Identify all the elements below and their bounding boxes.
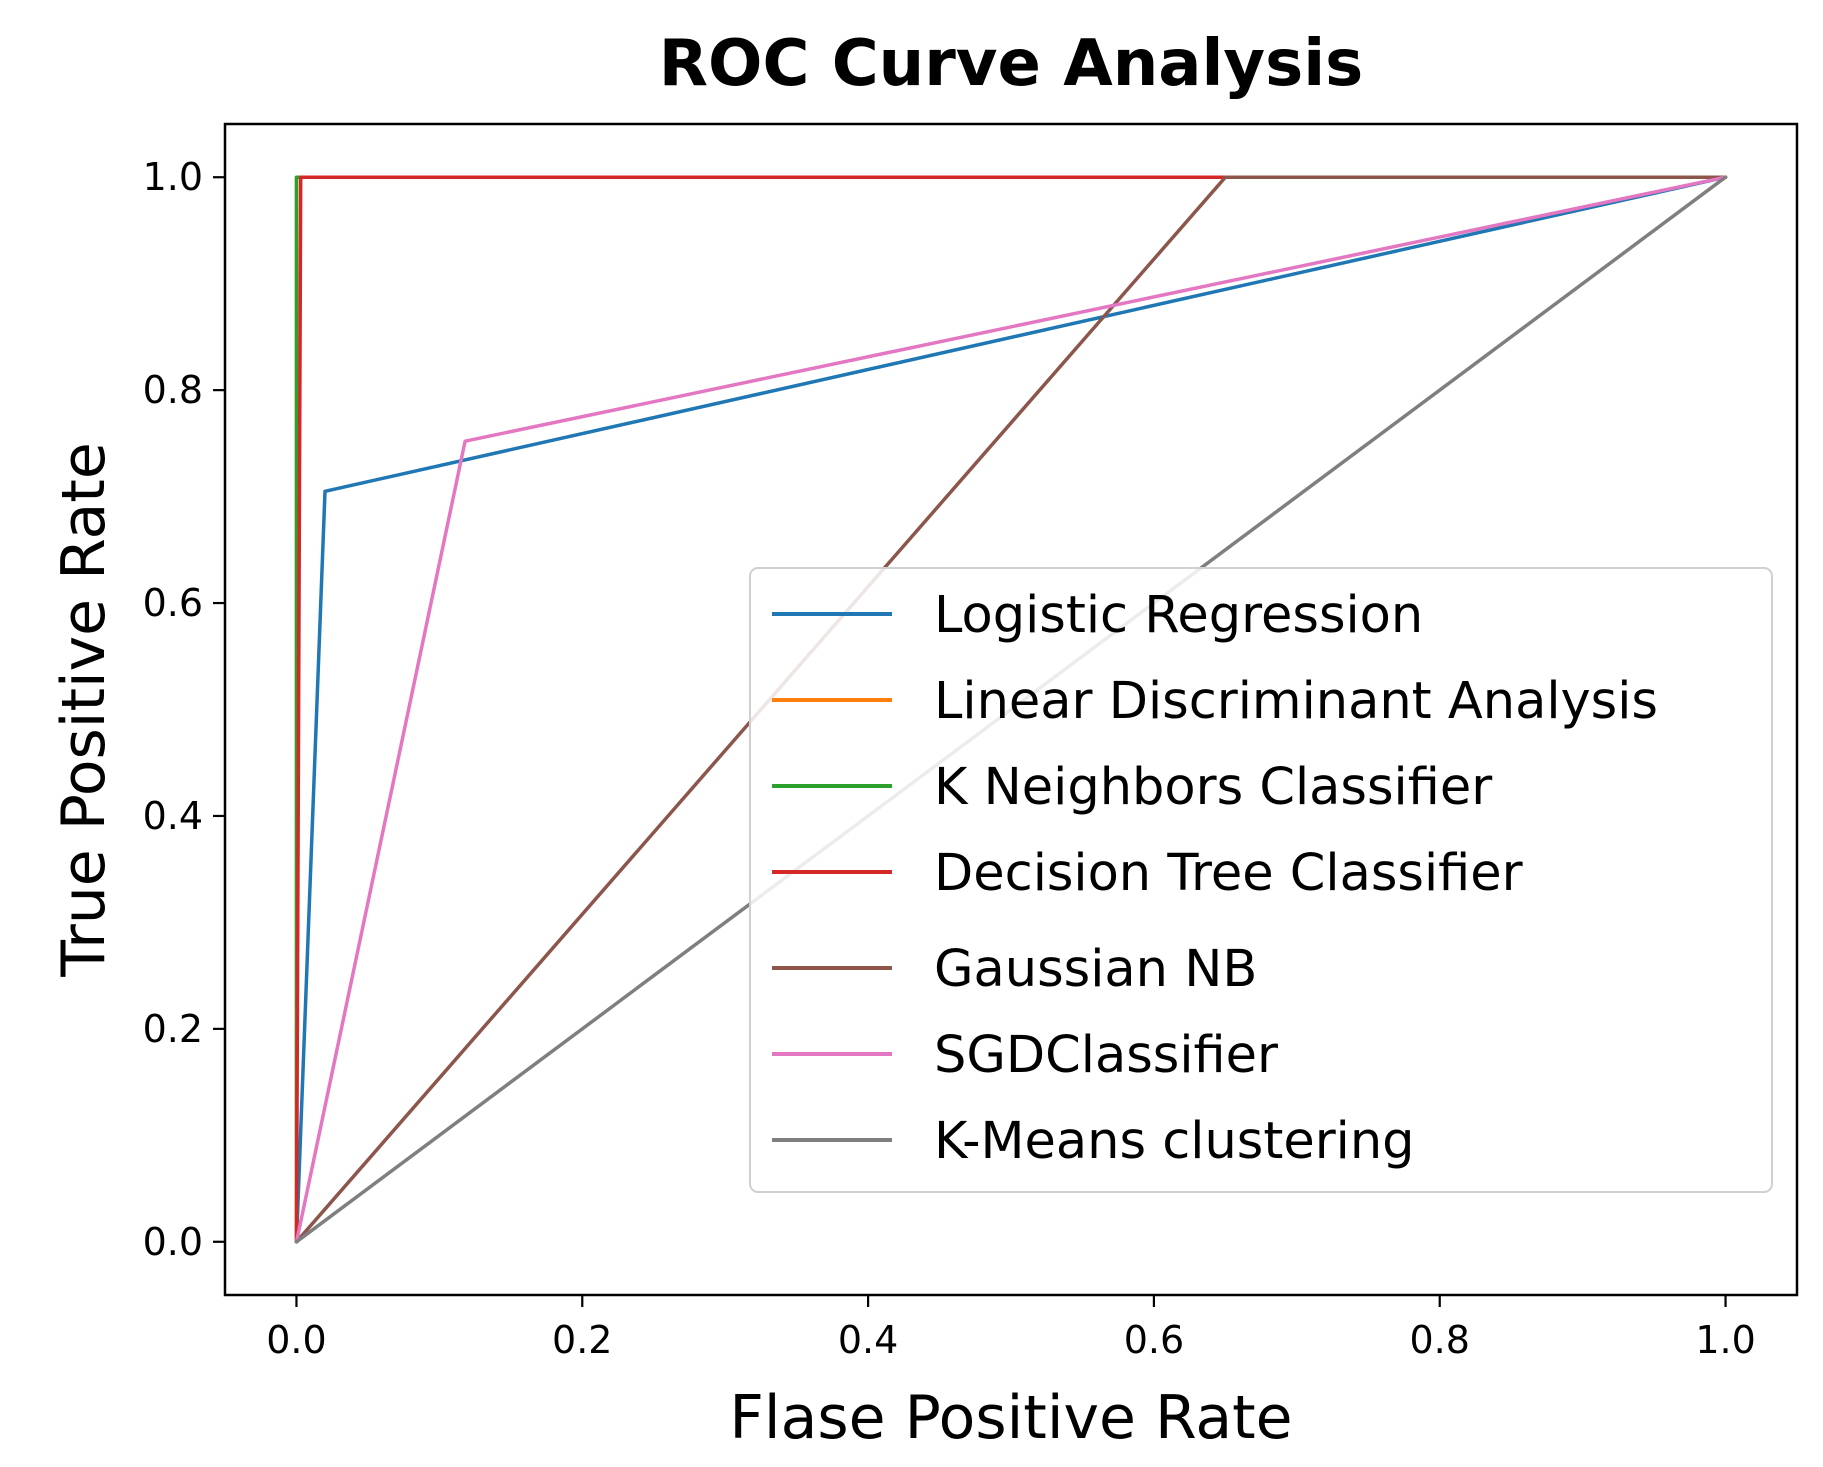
legend-label: SGDClassifier	[934, 1026, 1278, 1085]
y-tick-label: 0.6	[143, 581, 203, 625]
y-axis: 0.0 0.2 0.4 0.6 0.8 1.0	[143, 155, 225, 1264]
x-tick-label: 0.0	[266, 1318, 326, 1362]
legend-label: K Neighbors Classifier	[934, 758, 1492, 817]
legend-label: Gaussian NB	[934, 940, 1257, 999]
series-line-5	[294, 175, 1728, 1244]
legend-box	[749, 567, 1773, 1193]
x-axis: 0.0 0.2 0.4 0.6 0.8 1.0	[266, 1295, 1756, 1362]
x-tick-label: 0.2	[552, 1318, 612, 1362]
legend-label: K-Means clustering	[934, 1112, 1415, 1171]
x-tick-label: 0.6	[1124, 1318, 1184, 1362]
series-line-6	[294, 175, 1728, 1244]
y-tick-label: 0.4	[143, 794, 203, 838]
y-axis-label: True Positive Rate	[49, 442, 119, 977]
x-tick-label: 0.8	[1410, 1318, 1470, 1362]
series-layer	[294, 175, 1728, 1244]
legend-label: Logistic Regression	[934, 586, 1423, 645]
legend-label: Decision Tree Classifier	[934, 844, 1523, 903]
axes-frame	[223, 122, 1799, 1297]
legend: Logistic Regression Linear Discriminant A…	[749, 567, 1773, 1193]
x-tick-label: 1.0	[1695, 1318, 1755, 1362]
y-tick-label: 0.2	[143, 1007, 203, 1051]
series-line-1	[294, 175, 1728, 1244]
y-tick-label: 1.0	[143, 155, 203, 199]
x-axis-label: Flase Positive Rate	[729, 1383, 1292, 1453]
legend-label: Linear Discriminant Analysis	[934, 672, 1658, 731]
chart-title: ROC Curve Analysis	[658, 27, 1364, 101]
y-tick-label: 0.0	[143, 1220, 203, 1264]
x-tick-label: 0.4	[838, 1318, 898, 1362]
y-tick-label: 0.8	[143, 368, 203, 412]
